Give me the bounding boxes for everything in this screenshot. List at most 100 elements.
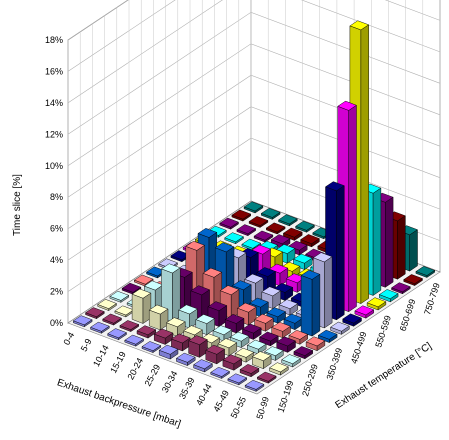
- bar-side: [282, 325, 291, 339]
- bar-side: [275, 350, 284, 361]
- bar: [158, 344, 179, 360]
- bar-side: [263, 355, 272, 370]
- bar: [254, 313, 274, 332]
- bar: [251, 351, 272, 370]
- bar: [403, 274, 423, 287]
- bar-side: [240, 335, 250, 349]
- bar-side: [255, 277, 264, 303]
- bar: [260, 207, 281, 220]
- bar: [241, 238, 262, 251]
- y-tick-label: 14%: [45, 98, 63, 108]
- bar-side: [311, 273, 321, 337]
- x-tick-label: 20-24: [125, 356, 145, 381]
- bar-side: [268, 375, 277, 384]
- y-axis-ticks: 0% 2% 4% 6% 8% 10% 12% 14% 16% 18%: [45, 35, 63, 328]
- bar-side: [299, 244, 308, 256]
- bar-side: [147, 329, 157, 339]
- bar: [229, 331, 250, 349]
- bar: [295, 220, 315, 233]
- bar: [256, 371, 277, 384]
- bar-side: [255, 383, 265, 392]
- bar: [236, 302, 257, 326]
- bar-side: [277, 311, 286, 324]
- bar-side: [272, 211, 281, 220]
- bar-side: [426, 269, 435, 278]
- bar: [246, 339, 267, 355]
- bar-side: [304, 257, 313, 271]
- bar: [205, 344, 226, 365]
- bar-side: [172, 267, 181, 323]
- bar-side: [279, 267, 289, 287]
- bar: [281, 354, 301, 368]
- bar-side: [84, 319, 93, 328]
- bar-side: [260, 301, 269, 318]
- x-tick-label: 40-44: [194, 382, 214, 407]
- y-tick-label: 6%: [50, 224, 63, 234]
- bar: [234, 347, 255, 363]
- bar-side: [238, 377, 247, 386]
- z-axis-label: Exhaust temperature [°C]: [334, 341, 434, 412]
- bar-side: [233, 358, 242, 371]
- bar-side: [284, 286, 294, 301]
- bar: [300, 269, 321, 337]
- x-tick-label: 25-29: [143, 363, 163, 388]
- bar-side: [199, 339, 208, 358]
- bar-side: [235, 317, 245, 334]
- bar-side: [254, 205, 264, 214]
- bar: [136, 325, 157, 339]
- bar: [378, 289, 399, 303]
- z-tick-label: 450-499: [349, 330, 369, 365]
- bar-side: [272, 290, 281, 310]
- bar-side: [276, 226, 286, 235]
- bar-side: [108, 303, 117, 312]
- bar: [97, 299, 117, 312]
- bar-side: [289, 218, 298, 227]
- bar-side: [253, 327, 262, 340]
- bar: [131, 288, 152, 324]
- bar-side: [230, 221, 239, 230]
- bar: [241, 323, 262, 340]
- bar-side: [152, 345, 162, 354]
- y-tick-label: 0%: [50, 318, 63, 328]
- bar: [236, 224, 257, 237]
- x-tick-label: 10-14: [91, 343, 111, 368]
- x-tick-label: 30-34: [160, 369, 180, 394]
- bar: [212, 325, 233, 342]
- bar: [243, 201, 264, 214]
- bar-side: [289, 303, 299, 316]
- bar: [354, 305, 375, 319]
- bar-side: [390, 293, 399, 303]
- bar: [193, 359, 213, 373]
- bar-side: [230, 289, 240, 319]
- bar-side: [216, 348, 225, 365]
- bar-side: [294, 231, 303, 241]
- bar: [210, 366, 230, 379]
- bar-side: [259, 220, 269, 228]
- bar: [141, 341, 162, 354]
- z-tick-label: 50-99: [254, 395, 271, 420]
- bar-side: [159, 308, 169, 331]
- z-tick-label: 250-299: [300, 363, 320, 398]
- bar: [114, 305, 135, 318]
- x-tick-label: 0-4: [61, 330, 76, 346]
- bar-side: [329, 333, 338, 344]
- bar: [190, 285, 211, 321]
- bar-side: [218, 305, 228, 328]
- bar-side: [372, 187, 382, 296]
- bar-side: [311, 238, 320, 248]
- z-tick-label: 650-699: [398, 298, 418, 333]
- z-tick-label: 150-199: [276, 379, 296, 414]
- bar: [415, 266, 436, 278]
- bar: [317, 329, 338, 344]
- bar-front: [300, 275, 313, 337]
- bar-side: [169, 348, 179, 360]
- y-axis-label: Time slice [%]: [12, 174, 23, 236]
- bar: [224, 232, 244, 245]
- z-tick-label: 750-799: [422, 282, 442, 317]
- bar-side: [96, 311, 105, 320]
- bar-side: [414, 278, 423, 287]
- bar: [153, 328, 174, 345]
- z-tick-label: 350-399: [324, 347, 344, 382]
- bar: [85, 307, 105, 320]
